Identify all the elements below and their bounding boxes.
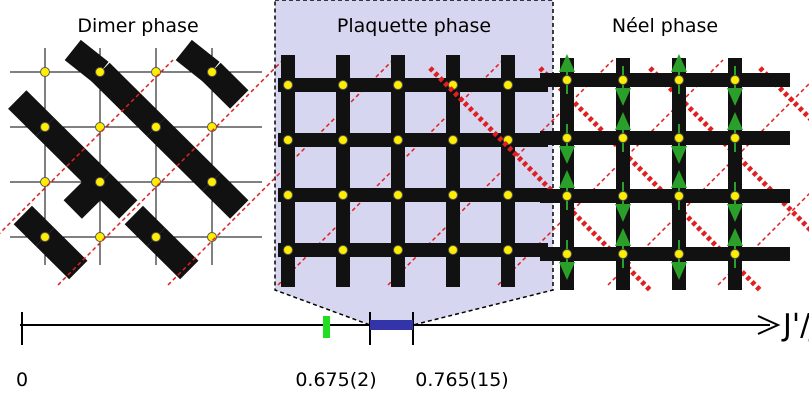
site: [284, 191, 293, 200]
site: [339, 191, 348, 200]
site: [563, 76, 572, 85]
lattice-part: [540, 189, 790, 203]
site: [96, 68, 105, 77]
site: [96, 178, 105, 187]
site: [619, 76, 628, 85]
site: [675, 250, 684, 259]
site: [339, 81, 348, 90]
site: [731, 76, 740, 85]
site: [208, 178, 217, 187]
site: [284, 246, 293, 255]
figure: Dimer phase Plaquette phase Néel phase J…: [0, 0, 809, 400]
site: [675, 192, 684, 201]
site: [449, 136, 458, 145]
lattice-part: [540, 247, 790, 261]
lattice-part: [156, 237, 189, 270]
site: [563, 134, 572, 143]
axis-tick-label: 0.765(15): [415, 369, 508, 391]
lattice-part: [184, 50, 212, 72]
lattice-part: [540, 131, 790, 145]
site: [619, 192, 628, 201]
site: [208, 68, 217, 77]
site: [731, 134, 740, 143]
site: [394, 81, 403, 90]
lattice-part: [156, 127, 212, 182]
site: [394, 191, 403, 200]
site: [152, 123, 161, 132]
site: [284, 136, 293, 145]
site: [619, 134, 628, 143]
axis-label: J'/J: [781, 308, 809, 343]
site: [504, 246, 513, 255]
site: [675, 76, 684, 85]
lattice-part: [101, 72, 157, 127]
site: [731, 192, 740, 201]
lattice-part: [212, 72, 240, 100]
site: [41, 233, 50, 242]
axis-tick-label: 0: [16, 369, 28, 391]
site: [563, 250, 572, 259]
lattice-part: [212, 182, 240, 210]
site: [284, 81, 293, 90]
site: [731, 250, 740, 259]
site: [449, 246, 458, 255]
site: [619, 250, 628, 259]
panel-title: Dimer phase: [77, 15, 198, 37]
panel-title: Néel phase: [612, 15, 718, 37]
site: [675, 134, 684, 143]
lattice-part: [540, 73, 790, 87]
panel-title: Plaquette phase: [337, 15, 491, 37]
site: [504, 81, 513, 90]
lattice-part: [17, 100, 45, 128]
site: [152, 233, 161, 242]
site: [563, 192, 572, 201]
axis-tick-label: 0.675(2): [295, 369, 376, 391]
site: [394, 246, 403, 255]
site: [449, 191, 458, 200]
site: [504, 191, 513, 200]
site: [152, 178, 161, 187]
site: [152, 68, 161, 77]
site: [41, 68, 50, 77]
lattice-part: [45, 237, 78, 270]
site: [339, 246, 348, 255]
site: [208, 233, 217, 242]
lattice-part: [101, 182, 129, 210]
site: [41, 123, 50, 132]
dimer-lattice: [10, 48, 262, 270]
site: [339, 136, 348, 145]
site: [394, 136, 403, 145]
